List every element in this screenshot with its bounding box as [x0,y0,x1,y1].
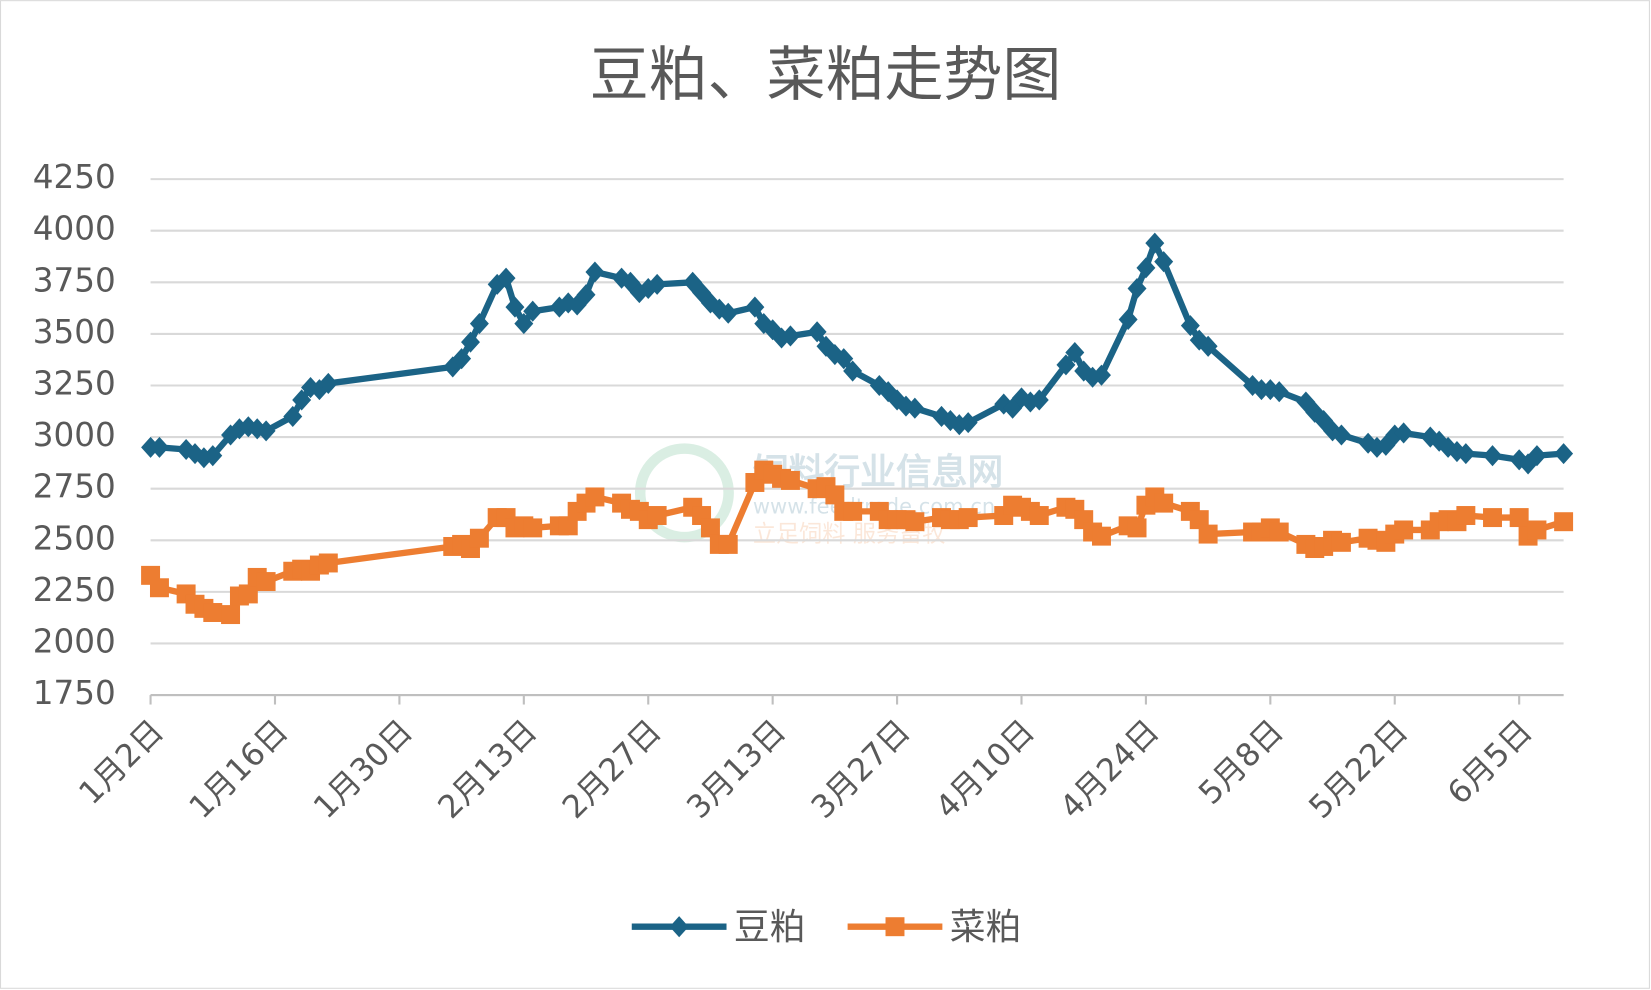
data-point [1394,422,1414,444]
data-point [318,372,338,394]
data-point [825,485,845,505]
data-point [718,534,738,554]
watermark-logo [634,443,734,543]
data-point [700,518,720,538]
data-point [585,261,605,283]
data-point [718,302,738,324]
data-point [149,578,169,598]
y-tick-label: 2750 [33,468,116,506]
data-point [1394,520,1414,540]
data-point [807,321,827,343]
data-point [647,273,667,295]
chart-title: 豆粕、菜粕走势图 [590,40,1062,109]
data-point [256,420,276,442]
data-point [1527,520,1547,540]
data-point [1145,232,1165,254]
data-point [221,605,241,625]
data-point [1331,532,1351,552]
data-point [1269,381,1289,403]
data-point [318,553,338,573]
data-point [558,516,578,536]
y-tick-label: 4000 [33,210,116,248]
y-tick-label: 2500 [33,519,116,557]
data-point [1483,445,1502,467]
data-point [958,508,978,528]
data-point [1118,308,1138,330]
legend-marker [885,917,905,937]
data-point [256,572,276,592]
y-tick-label: 3750 [33,261,116,299]
legend-label: 菜粕 [950,907,1022,948]
data-point [461,331,480,353]
y-tick-label: 1750 [33,674,116,712]
data-point [203,603,223,622]
data-point [780,325,800,347]
y-tick-label: 2000 [33,622,116,660]
data-point [523,300,543,322]
legend-marker [669,916,689,938]
data-point [452,348,472,370]
data-point [745,296,765,318]
data-point [505,296,525,318]
data-point [1269,522,1289,542]
data-point [1180,315,1200,337]
data-point [1092,526,1111,546]
data-point [905,512,925,532]
data-point [1509,508,1529,528]
data-point [283,405,303,427]
data-point [1154,493,1174,513]
data-point [1189,510,1209,530]
data-point [1554,443,1574,465]
data-point [585,487,605,507]
data-point [1456,443,1476,465]
data-point [514,313,534,335]
data-point [647,506,667,525]
data-point [292,389,312,411]
data-point [576,284,596,306]
data-point [843,360,863,382]
y-tick-label: 3250 [33,364,116,402]
data-point [1456,506,1476,525]
data-point [834,348,854,370]
y-tick-label: 2250 [33,571,116,609]
data-point [238,584,258,604]
data-point [780,470,800,490]
data-point [1029,506,1049,525]
data-point [1136,257,1156,279]
y-tick-label: 3000 [33,416,116,454]
data-point [203,445,223,467]
data-point [1483,508,1502,528]
legend-label: 豆粕 [734,907,806,948]
data-point [469,528,489,548]
data-point [843,501,863,521]
data-point [1198,524,1218,544]
y-tick-label: 3500 [33,313,116,351]
y-tick-label: 4250 [33,158,116,196]
data-point [958,412,978,434]
data-point [149,436,169,458]
data-point [1331,424,1351,446]
data-point [1127,518,1147,538]
data-point [905,397,925,419]
data-point [469,313,489,335]
data-point [1198,335,1218,357]
data-point [523,518,543,538]
data-point [1527,445,1547,467]
data-point [1554,512,1574,532]
